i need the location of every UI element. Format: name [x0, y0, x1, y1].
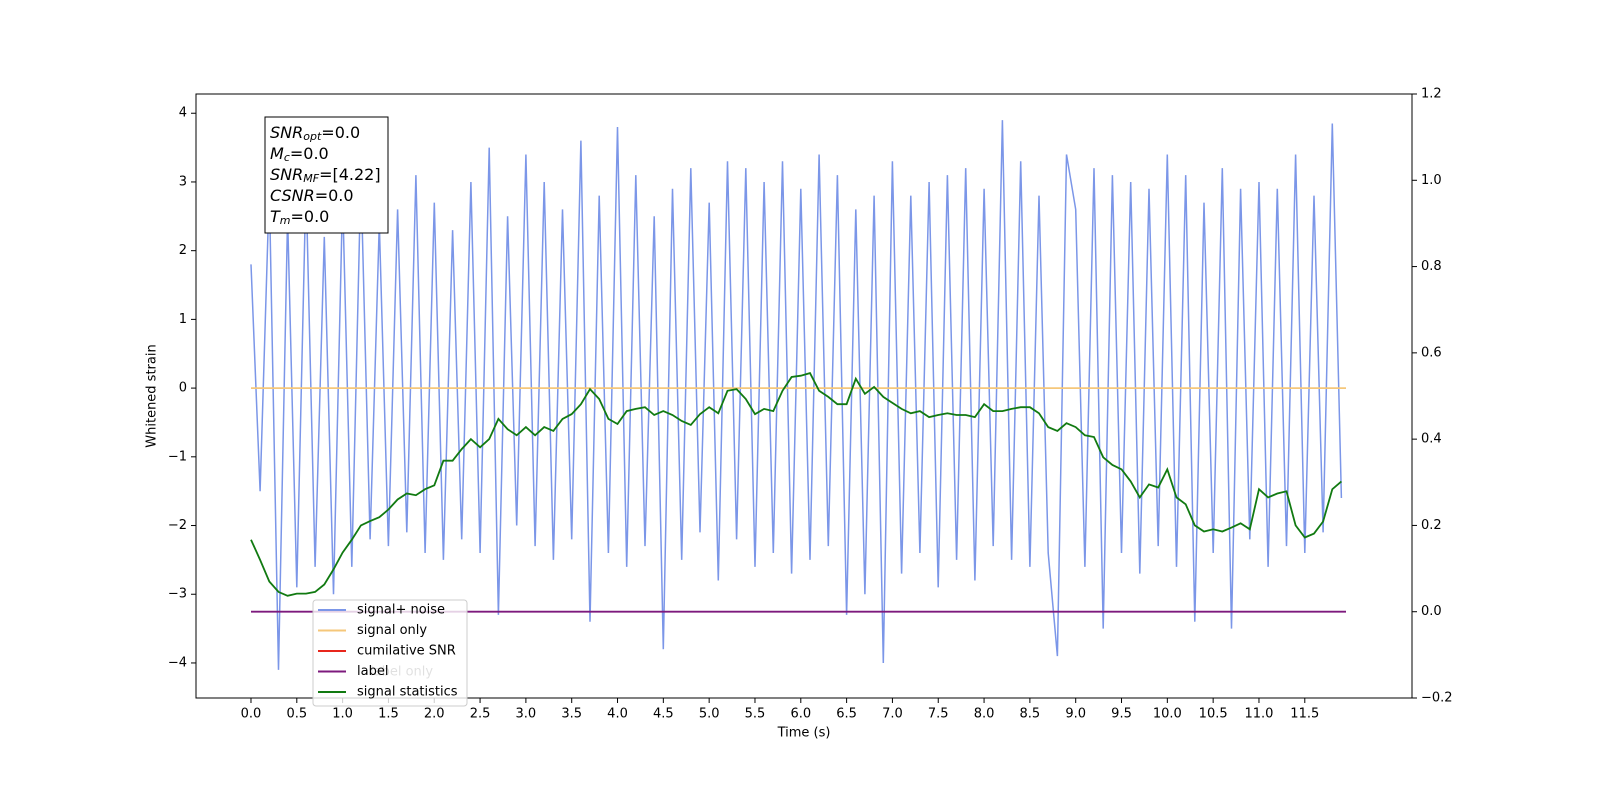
annotation-value: =0.0 [321, 123, 360, 142]
annotation-box [264, 116, 389, 234]
y2-tick-label: 0.2 [1421, 518, 1442, 533]
x-tick-label: 3.0 [516, 707, 537, 722]
legend-box [312, 599, 468, 707]
x-tick-label: 10.0 [1153, 707, 1182, 722]
y2-tick-label: −0.2 [1421, 691, 1453, 706]
x-tick-label: 8.5 [1020, 707, 1041, 722]
x-tick-label: 11.5 [1290, 707, 1319, 722]
y-tick-label: −3 [168, 587, 187, 602]
x-tick-label: 7.0 [882, 707, 903, 722]
x-tick-label: 2.0 [424, 707, 445, 722]
x-tick-label: 5.0 [699, 707, 720, 722]
annotation-line: Mc=0.0 [270, 144, 329, 165]
y2-tick-label: 1.0 [1421, 173, 1442, 188]
x-tick-label: 6.0 [790, 707, 811, 722]
legend-label: signal+ noise [357, 603, 445, 618]
annotation-symbol: CSNR [270, 186, 315, 205]
annotation-subscript: MF [303, 172, 319, 185]
annotation-symbol: M [270, 144, 284, 163]
x-tick-label: 6.5 [836, 707, 857, 722]
y-tick-label: 3 [179, 174, 187, 189]
y-tick-label: −1 [168, 449, 187, 464]
x-tick-label: 5.5 [745, 707, 766, 722]
x-tick-label: 7.5 [928, 707, 949, 722]
x-tick-label: 4.5 [653, 707, 674, 722]
annotation-subscript: c [284, 151, 290, 164]
series-line [250, 372, 1342, 597]
x-tick-label: 0.0 [241, 707, 262, 722]
annotation-symbol: T [270, 207, 281, 226]
x-tick-label: 0.5 [286, 707, 307, 722]
annotation-symbol: SNR [270, 165, 303, 184]
x-tick-label: 2.5 [470, 707, 491, 722]
annotation-line: CSNR=0.0 [270, 186, 354, 205]
annotation-value: =0.0 [315, 186, 354, 205]
plot-frame [195, 93, 1413, 699]
x-axis-label: Time (s) [777, 726, 831, 741]
annotation-line: SNRMF=[4.22] [270, 165, 381, 186]
annotation-line: SNRopt=0.0 [270, 123, 360, 144]
y-tick-label: 4 [179, 106, 187, 121]
legend-label: signal only [357, 623, 427, 638]
y2-tick-label: 0.0 [1421, 604, 1442, 619]
y-tick-label: −2 [168, 518, 187, 533]
y2-tick-label: 0.8 [1421, 259, 1442, 274]
y-tick-label: 0 [179, 381, 187, 396]
legend-hidden-text: label only [370, 665, 433, 680]
legend-label: label [357, 664, 388, 679]
x-tick-label: 9.5 [1111, 707, 1132, 722]
y2-tick-label: 0.4 [1421, 432, 1442, 447]
annotation-value: =[4.22] [319, 165, 381, 184]
y-axis-label: Whitened strain [145, 344, 160, 447]
x-tick-label: 10.5 [1199, 707, 1228, 722]
x-tick-label: 9.0 [1065, 707, 1086, 722]
annotation-subscript: m [280, 214, 291, 227]
y-tick-label: 1 [179, 312, 187, 327]
x-tick-label: 3.5 [561, 707, 582, 722]
annotation-line: Tm=0.0 [270, 207, 329, 228]
x-tick-label: 11.0 [1244, 707, 1273, 722]
annotation-subscript: opt [303, 130, 322, 143]
legend-label: cumilative SNR [357, 644, 456, 659]
y-tick-label: −4 [168, 655, 187, 670]
x-tick-label: 1.5 [378, 707, 399, 722]
x-tick-label: 1.0 [332, 707, 353, 722]
annotation-symbol: SNR [270, 123, 303, 142]
annotation-value: =0.0 [291, 207, 330, 226]
x-tick-label: 8.0 [974, 707, 995, 722]
y-tick-label: 2 [179, 243, 187, 258]
y2-tick-label: 1.2 [1421, 87, 1442, 102]
legend-label: signal statistics [357, 685, 458, 700]
annotation-value: =0.0 [290, 144, 329, 163]
x-tick-label: 4.0 [607, 707, 628, 722]
series-line [250, 120, 1343, 670]
y2-tick-label: 0.6 [1421, 345, 1442, 360]
